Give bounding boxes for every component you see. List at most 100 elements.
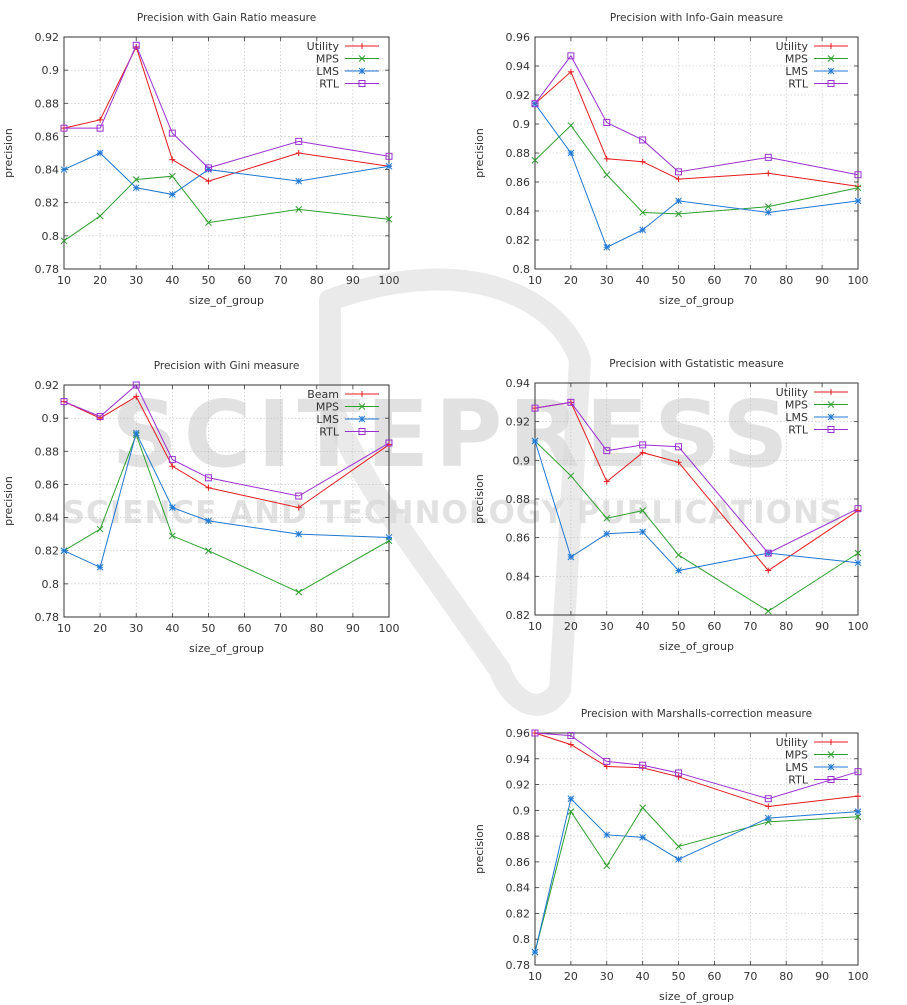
x-axis-label: size_of_group: [189, 642, 264, 655]
data-point-b: [854, 808, 862, 815]
x-tick-label: 40: [636, 620, 650, 633]
x-tick-label: 40: [165, 622, 179, 635]
data-point: [603, 757, 611, 765]
watermark-subtitle: SCIENCE AND TECHNOLOGY PUBLICATIONS: [63, 495, 844, 531]
y-tick-label: 0.86: [35, 130, 60, 143]
data-point-b: [132, 429, 140, 437]
legend-label: LMS: [785, 65, 808, 78]
data-point: [854, 768, 862, 776]
data-point-b: [567, 149, 575, 157]
x-tick-label: 70: [743, 970, 757, 983]
data-point-b: [854, 549, 862, 557]
data-point: [675, 168, 683, 176]
legend-marker-b: [827, 67, 835, 75]
series-mps: [531, 122, 862, 218]
y-tick-label: 0.96: [506, 31, 531, 44]
data-point: [295, 492, 303, 500]
x-tick-label: 100: [379, 274, 400, 287]
x-tick-label: 80: [779, 274, 793, 287]
legend-marker: [827, 80, 835, 87]
x-tick-label: 50: [672, 970, 686, 983]
data-point: [567, 398, 575, 406]
legend-label: MPS: [785, 53, 808, 66]
data-point-b: [531, 437, 539, 445]
plot-frame: [534, 382, 859, 616]
y-axis-label: precision: [2, 128, 15, 178]
data-point-b: [854, 184, 862, 192]
y-tick-label: 0.9: [42, 64, 60, 77]
x-tick-label: 50: [672, 620, 686, 633]
y-tick-label: 0.82: [506, 609, 531, 622]
x-tick-label: 50: [201, 622, 215, 635]
x-tick-label: 20: [93, 274, 107, 287]
y-tick-label: 0.8: [513, 263, 531, 276]
data-point-b: [96, 212, 104, 220]
x-tick-label: 100: [848, 620, 869, 633]
data-point-b: [567, 122, 575, 129]
legend-label: Utility: [307, 40, 340, 53]
data-point-b: [295, 177, 303, 185]
plot-frame: [534, 36, 859, 270]
data-point-b: [168, 191, 176, 198]
data-point-b: [531, 156, 539, 164]
data-point: [204, 164, 212, 172]
legend-label: LMS: [316, 413, 339, 426]
legend-marker-b: [827, 763, 835, 771]
data-point: [60, 398, 68, 406]
watermark: SCITEPRESS SCIENCE AND TECHNOLOGY PUBLICA…: [63, 268, 844, 716]
x-tick-label: 90: [815, 970, 829, 983]
x-tick-label: 90: [815, 274, 829, 287]
x-tick-label: 50: [201, 274, 215, 287]
legend-marker-b: [827, 751, 835, 758]
data-point: [764, 549, 772, 557]
data-point-b: [764, 607, 772, 615]
chart-title: Precision with Marshalls-correction meas…: [581, 708, 812, 720]
series-line-mps: [534, 806, 859, 953]
x-tick-label: 30: [129, 622, 143, 635]
watermark-swoosh: [319, 268, 591, 716]
x-tick-label: 60: [238, 622, 252, 635]
x-tick-label: 10: [57, 274, 71, 287]
data-point: [132, 381, 140, 389]
y-tick-label: 0.92: [506, 89, 531, 102]
x-tick-label: 90: [346, 622, 360, 635]
data-point: [764, 795, 772, 803]
y-tick-label: 0.94: [506, 60, 531, 73]
series-rtl: [531, 729, 862, 803]
chart-gini: 0.78 0.8 0.82 0.84 0.86 0.88 0.9 0.92 10 20 30 40 50…: [2, 360, 400, 655]
chart-title: Precision with Gini measure: [154, 360, 300, 372]
watermark-title: SCITEPRESS: [111, 381, 794, 488]
data-point: [764, 153, 772, 161]
data-point-b: [603, 530, 611, 538]
data-point: [385, 439, 393, 447]
legend-label: LMS: [785, 411, 808, 424]
x-tick-label: 60: [707, 620, 721, 633]
data-point-b: [603, 171, 611, 179]
x-tick-label: 30: [600, 620, 614, 633]
x-tick-label: 100: [848, 970, 869, 983]
data-point: [567, 732, 575, 740]
data-point: [60, 124, 68, 132]
data-point-b: [675, 567, 682, 574]
data-point-b: [205, 517, 212, 525]
series-lms: [60, 149, 393, 198]
x-tick-label: 80: [310, 274, 324, 287]
x-tick-label: 100: [848, 274, 869, 287]
x-tick-label: 80: [779, 970, 793, 983]
data-point-b: [639, 804, 647, 812]
x-tick-label: 30: [129, 274, 143, 287]
x-tick-label: 50: [672, 274, 686, 287]
data-point: [675, 769, 683, 777]
y-tick-label: 0.92: [506, 416, 531, 429]
series-rtl: [531, 52, 862, 179]
data-point-b: [675, 843, 682, 850]
legend-label: RTL: [788, 78, 809, 91]
series-rtl: [60, 41, 393, 172]
series-line-mps: [63, 175, 390, 242]
data-point-b: [168, 504, 176, 511]
y-axis-label: precision: [473, 128, 486, 178]
y-tick-label: 0.8: [42, 578, 60, 591]
x-axis-label: size_of_group: [659, 294, 734, 307]
x-tick-label: 40: [165, 274, 179, 287]
x-tick-label: 10: [528, 620, 542, 633]
